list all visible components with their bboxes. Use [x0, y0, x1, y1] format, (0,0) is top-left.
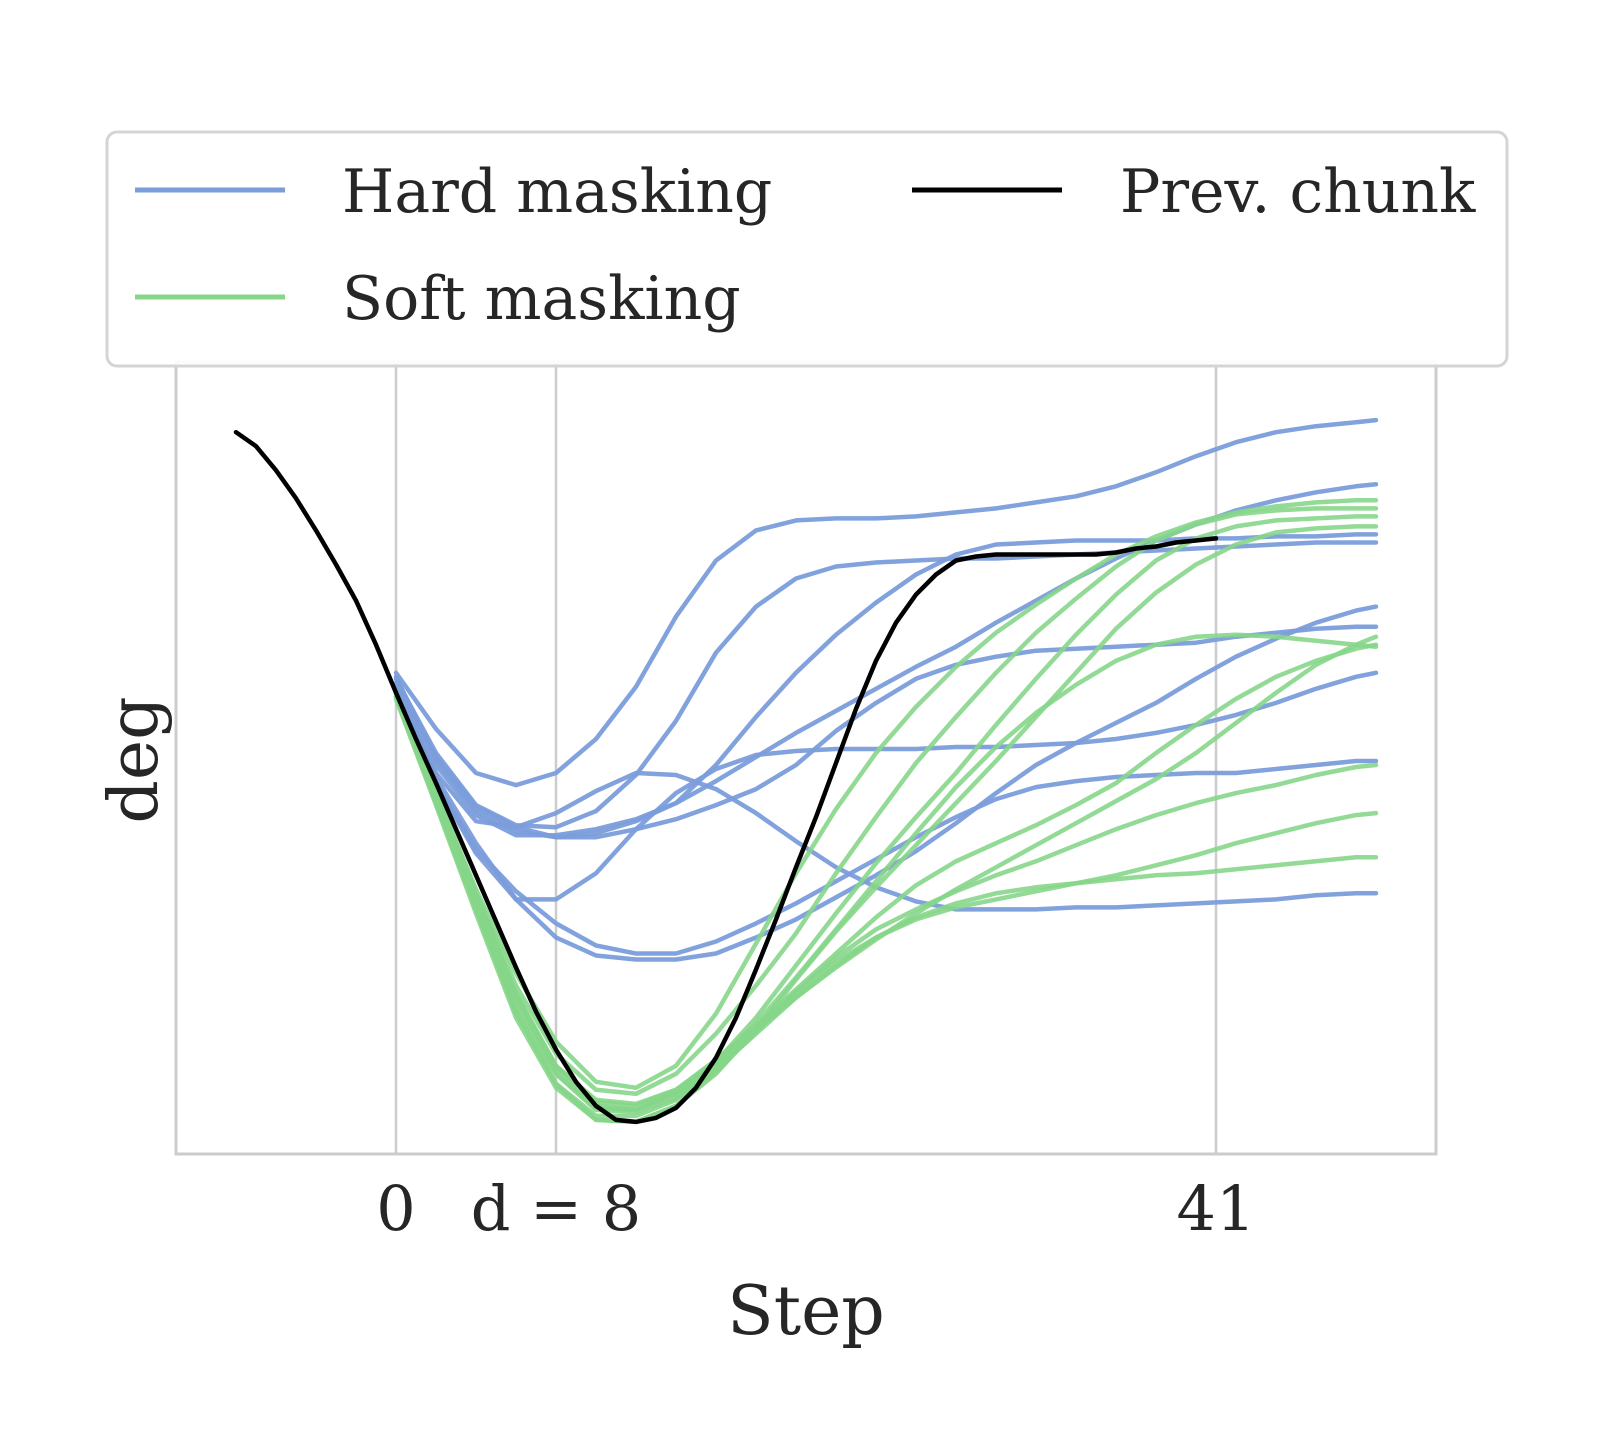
- legend: Hard masking Prev. chunk Soft masking: [105, 130, 1509, 368]
- hard-masking-line: [393, 690, 1379, 956]
- x-tick-labels: 0 d = 8 41: [376, 1172, 1255, 1245]
- x-tick-label: d = 8: [471, 1172, 642, 1245]
- legend-label-soft-masking: Soft masking: [342, 264, 741, 334]
- x-gridlines: [394, 362, 1218, 1154]
- prev-chunk-line: [233, 429, 1219, 1125]
- hard-masking-line: [393, 417, 1379, 788]
- soft-masking-line: [393, 642, 1379, 1109]
- rollout-lines: [393, 417, 1379, 1125]
- hard-masking-line: [393, 624, 1379, 840]
- legend-label-prev-chunk: Prev. chunk: [1120, 157, 1476, 227]
- x-tick-label: 41: [1177, 1172, 1256, 1245]
- x-axis-label: Step: [727, 1272, 885, 1351]
- legend-label-hard-masking: Hard masking: [342, 157, 772, 227]
- soft-masking-line: [393, 524, 1379, 1125]
- prev-chunk-line-group: [233, 429, 1219, 1125]
- hard-masking-line: [393, 686, 1379, 912]
- hard-masking-line: [393, 670, 1379, 902]
- soft-masking-line: [393, 694, 1379, 1125]
- legend-box: [105, 130, 1509, 368]
- x-tick-label: 0: [376, 1172, 415, 1245]
- y-axis-label: deg: [95, 696, 174, 823]
